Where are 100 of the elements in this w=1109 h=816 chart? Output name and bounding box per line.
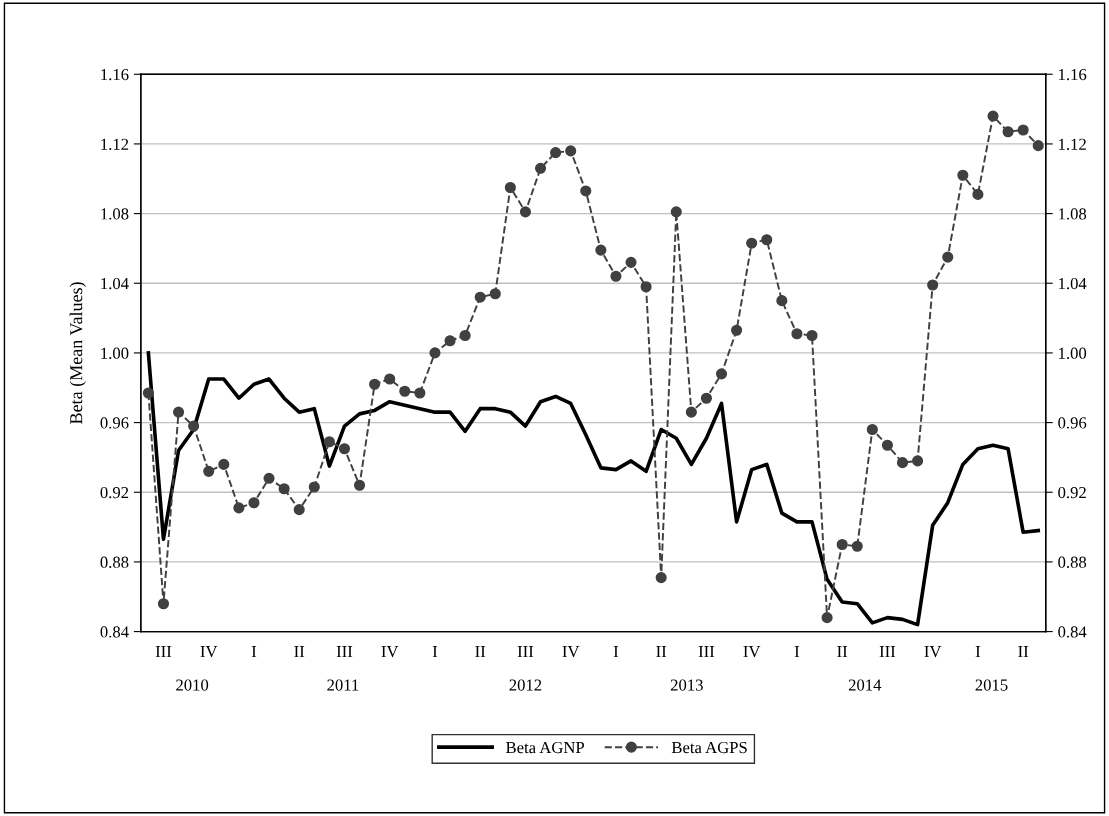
point [851,540,863,552]
point [263,472,275,484]
y-tick-label: 0.84 [100,626,129,638]
point [942,251,954,263]
text: 2011 [327,679,359,691]
point [308,481,320,493]
x-tick-label: III [155,646,172,658]
y2-tick-label: 1.04 [1059,277,1087,290]
x-tick-label: IV [924,646,942,658]
x-tick-label: I [975,646,981,658]
point [157,598,170,610]
point [685,406,697,418]
point [580,185,592,197]
point [565,145,577,157]
point [987,110,999,122]
point [927,279,939,291]
legend-label: Beta AGPS [671,741,747,754]
point [353,479,366,491]
point [489,288,501,300]
point [881,439,893,451]
y2-tick-label: 1.16 [1059,69,1087,81]
text: 2010 [176,679,209,691]
point [429,347,441,359]
text: 2015 [975,679,1008,691]
text: 2012 [509,679,542,691]
y-tick-label: 0.88 [100,556,129,568]
y2-tick-label: 0.84 [1058,626,1087,638]
point [459,329,471,342]
point [504,181,516,194]
x-tick-label: II [1018,646,1029,658]
line-series [146,351,1041,627]
y-axis-title: Beta (Mean Values) [69,282,86,424]
point [519,206,532,218]
point [731,324,743,336]
point [142,387,154,399]
x-tick-label: I [251,646,257,658]
point [776,295,788,307]
point [670,206,682,218]
point [188,420,200,432]
y-tick-label: 1.16 [101,69,129,81]
point [625,256,637,268]
x-tick-label: IV [743,646,761,658]
point [972,188,984,200]
point [746,237,758,249]
point [595,244,607,256]
point [610,270,622,282]
y-tick-label: 1.08 [101,208,129,220]
point [323,436,335,448]
x-tick-label: I [432,646,438,658]
point [640,281,652,293]
point [399,385,411,397]
point [369,378,381,390]
y2-tick-label: 1.12 [1059,138,1086,150]
point [534,162,547,174]
point [957,169,969,181]
point [700,392,712,404]
point [444,335,456,347]
point [836,538,848,551]
point [715,368,728,380]
y-tick-label: 1.04 [101,277,129,290]
y-tick-label: 0.96 [100,417,129,429]
x-tick-label: III [517,646,534,658]
y2-tick-label: 0.88 [1058,556,1087,568]
y2-tick-label: 0.96 [1058,417,1087,429]
x-tick-label: II [656,646,667,658]
x-tick-label: IV [381,646,399,658]
x-tick-label: III [336,646,353,658]
x-tick-label: IV [562,646,580,658]
point [218,458,230,470]
point [866,423,878,436]
x-tick-label: III [879,646,896,658]
point [1032,140,1044,152]
point [278,483,290,495]
x-tick-label: II [475,646,486,658]
point [806,329,818,342]
point [655,572,667,584]
y-tick-label: 1.12 [101,138,129,150]
point [761,234,773,246]
x-tick-label: IV [200,646,218,658]
x-tick-label: II [294,646,305,658]
x-tick-label: III [698,646,715,658]
y2-tick-label: 1.00 [1059,347,1087,359]
text: 2013 [670,679,703,691]
point [414,387,426,399]
point [550,147,562,159]
y2-tick-label: 0.92 [1058,486,1086,499]
legend-label: Beta AGNP [506,741,585,754]
x-tick-label: I [794,646,800,658]
point [293,504,305,516]
point [248,497,260,509]
point [172,406,185,418]
point [912,455,924,467]
point [203,465,215,477]
text: 2014 [848,679,882,691]
x-tick-label: II [837,646,848,658]
point [1002,126,1014,138]
point [338,443,351,455]
y2-tick-label: 1.08 [1059,208,1087,220]
y-tick-label: 0.92 [100,486,129,499]
point [1017,124,1029,136]
